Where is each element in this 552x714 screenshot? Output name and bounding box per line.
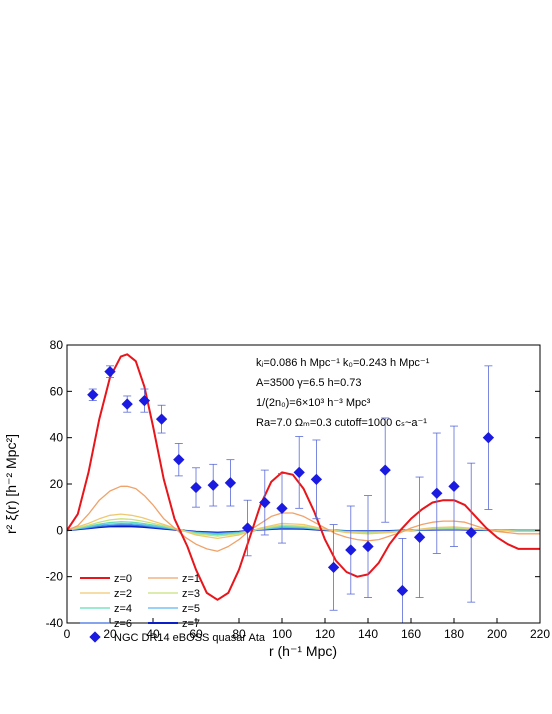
legend-label-z7: z=7 [182, 618, 200, 630]
annotation-block: kⱼ=0.086 h Mpc⁻¹ k₀=0.243 h Mpc⁻¹ A=3500… [256, 357, 430, 429]
y-tick-label: 60 [50, 384, 64, 398]
data-point [379, 464, 391, 476]
data-point [448, 480, 460, 492]
x-tick-label: 180 [444, 627, 464, 641]
y-axis-title: r² ξ(r) [h⁻² Mpc²] [3, 434, 19, 534]
data-point [396, 584, 409, 597]
x-tick-label: 140 [358, 627, 378, 641]
y-tick-label: 40 [50, 431, 64, 445]
data-point [413, 531, 426, 543]
data-point [138, 394, 151, 407]
series-line-z1 [67, 485, 540, 552]
x-tick-label: 120 [315, 627, 335, 641]
legend-label-z3: z=3 [182, 588, 200, 600]
y-tick-label: 80 [50, 338, 64, 352]
x-tick-label: 60 [189, 627, 203, 641]
data-point [224, 477, 237, 489]
annotation-line-4: Ra=7.0 Ωₘ=0.3 cutoff=1000 cₛ~a⁻¹ [256, 417, 427, 429]
y-tick-label: 0 [56, 523, 63, 537]
x-tick-label: 80 [232, 627, 246, 641]
y-axis: -40 -20 0 20 40 60 80 [46, 338, 540, 630]
data-point [241, 522, 254, 534]
y-tick-label: -20 [46, 570, 64, 584]
y-tick-label: 20 [50, 477, 64, 491]
legend: z=0 z=1 z=2 z=3 z=4 z=5 z=6 z=7 NGC DR14… [80, 573, 266, 644]
series-line-z0 [67, 353, 540, 601]
annotation-line-3: 1/(2n₀)=6×10³ h⁻³ Mpc³ [256, 397, 371, 409]
legend-label-z6: z=6 [114, 618, 132, 630]
data-point [310, 473, 323, 486]
legend-label-z4: z=4 [114, 603, 132, 615]
legend-label-z2: z=2 [114, 588, 132, 600]
data-point [431, 487, 443, 499]
x-tick-label: 220 [530, 627, 550, 641]
data-point [293, 466, 305, 479]
x-tick-label: 40 [146, 627, 160, 641]
x-tick-label: 200 [487, 627, 507, 641]
annotation-line-1: kⱼ=0.086 h Mpc⁻¹ k₀=0.243 h Mpc⁻¹ [256, 357, 430, 369]
data-point [465, 526, 477, 539]
legend-marker-data [89, 631, 101, 643]
data-point [482, 432, 495, 444]
data-point [207, 479, 219, 491]
data-point [345, 544, 357, 556]
data-point [327, 561, 340, 574]
y-tick-label: -40 [46, 616, 64, 630]
x-tick-label: 160 [401, 627, 421, 641]
legend-label-z0: z=0 [114, 573, 132, 585]
series-layer [67, 353, 540, 601]
data-point [173, 454, 185, 466]
x-tick-label: 20 [103, 627, 117, 641]
data-point [190, 481, 202, 494]
data-point [155, 413, 168, 425]
x-tick-label: 0 [64, 627, 71, 641]
data-point [362, 540, 374, 553]
data-point [87, 389, 99, 401]
data-point [121, 398, 133, 410]
x-tick-label: 100 [272, 627, 292, 641]
x-axis-title: r (h⁻¹ Mpc) [269, 643, 337, 659]
data-point [259, 496, 271, 509]
legend-label-z5: z=5 [182, 603, 200, 615]
legend-label-z1: z=1 [182, 573, 200, 585]
data-points-layer [87, 365, 495, 597]
annotation-line-2: A=3500 γ=6.5 h=0.73 [256, 377, 362, 389]
data-point [276, 502, 288, 514]
x-axis: 0 20 40 60 80 100 120 140 160 180 200 220 [64, 618, 550, 641]
legend-label-data: NGC DR14 eBOSS quasar Ata [114, 632, 266, 644]
